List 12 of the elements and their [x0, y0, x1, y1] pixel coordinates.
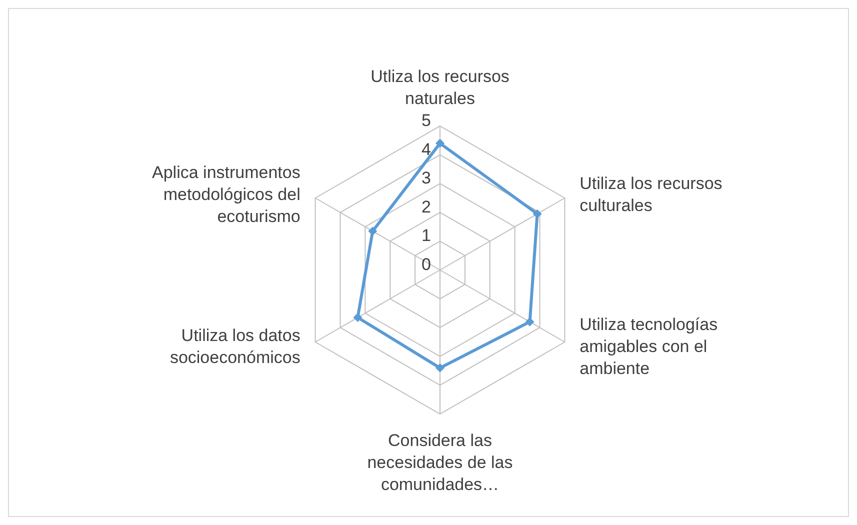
spoke-label: Utliza los recursos naturales [370, 67, 510, 108]
y-tick-label: 0 [422, 255, 431, 274]
spoke-label: Utiliza los recursos culturales [580, 174, 722, 215]
spoke-label: Considera las necesidades de las comunidades… [367, 431, 513, 494]
y-tick-label: 3 [422, 168, 431, 188]
spoke-label: Utiliza los datos socioeconómicos [170, 326, 300, 367]
y-tick-label: 2 [422, 197, 431, 216]
spoke-label: Utiliza tecnologías amigables con el ambiente [580, 315, 718, 378]
y-tick-label: 5 [422, 111, 431, 130]
y-tick-label: 1 [422, 226, 431, 246]
spoke-label: Aplica instrumentos metodológicos del ecoturismo [152, 163, 300, 226]
y-tick-label: 4 [422, 140, 431, 159]
